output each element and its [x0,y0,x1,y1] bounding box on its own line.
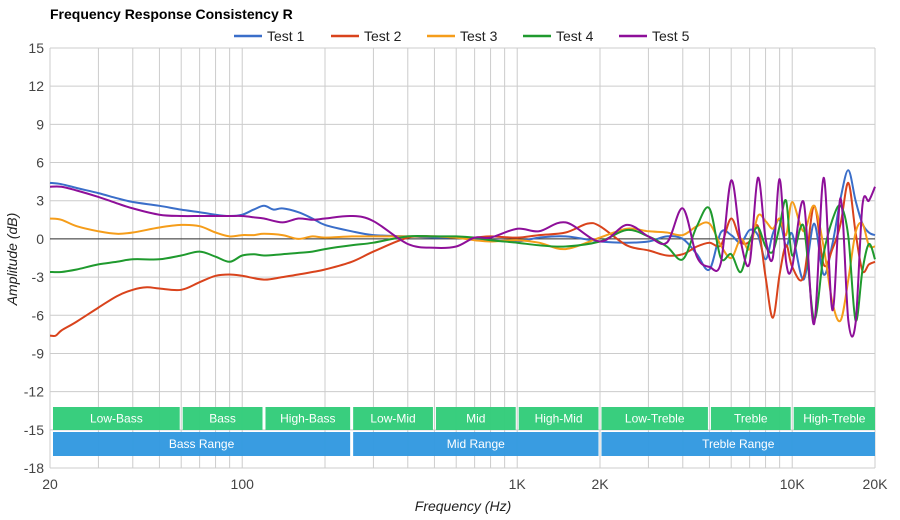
y-tick-label: 0 [36,231,44,247]
sub-band [435,407,516,430]
x-tick-label: 1K [509,476,527,492]
sub-band [793,407,875,430]
y-tick-label: -15 [24,422,44,438]
sub-band-label: High-Mid [535,412,583,426]
legend-label-test-5: Test 5 [652,28,690,44]
range-band [601,432,875,456]
y-tick-label: -9 [32,345,45,361]
range-band-label: Treble Range [702,437,775,451]
sub-band [53,407,180,430]
sub-band [518,407,599,430]
series-group [49,169,876,338]
sub-band [182,407,263,430]
frequency-bands: Low-Bass Bass High-Bass Low-Mid Mid High-Mid L… [53,407,875,456]
legend-label-test-1: Test 1 [267,28,305,44]
y-tick-label: 9 [36,116,44,132]
sub-band-label: Low-Mid [370,412,415,426]
y-tick-label: -3 [32,269,45,285]
sub-band [353,407,433,430]
sub-band [265,407,351,430]
y-tick-label: 3 [36,193,44,209]
sub-band-label: Mid [466,412,485,426]
y-axis-ticks: 15 12 9 6 3 0 -3 -6 -9 -12 -15 -18 [24,40,44,476]
series-line-test-2 [49,181,876,337]
series-line-test-3 [49,200,876,323]
legend-label-test-4: Test 4 [556,28,594,44]
range-band-label: Mid Range [447,437,505,451]
sub-band-label: Low-Treble [625,412,685,426]
y-tick-label: 15 [28,40,44,56]
sub-band [710,407,791,430]
range-band-label: Bass Range [169,437,235,451]
y-tick-label: -6 [32,307,45,323]
sub-band [601,407,708,430]
series-line-test-4 [49,199,876,322]
x-tick-label: 2K [591,476,609,492]
series-line-test-5 [49,176,876,338]
y-axis-label: Amplitude (dB) [4,213,20,307]
y-tick-label: -12 [24,384,44,400]
x-tick-label: 20 [42,476,58,492]
sub-band-label: Treble [734,412,768,426]
y-tick-label: 12 [28,78,44,94]
x-tick-label: 100 [231,476,255,492]
y-tick-label: -18 [24,460,44,476]
x-axis-ticks: 20 100 1K 2K 10K 20K [42,476,888,492]
legend: Test 1 Test 2 Test 3 Test 4 Test 5 [234,28,690,44]
legend-label-test-2: Test 2 [364,28,402,44]
x-axis-label: Frequency (Hz) [415,498,511,514]
range-band [53,432,351,456]
x-tick-label: 10K [780,476,806,492]
y-tick-label: 6 [36,155,44,171]
chart-title: Frequency Response Consistency R [50,6,293,22]
x-tick-label: 20K [863,476,889,492]
range-band [353,432,599,456]
sub-band-label: High-Bass [280,412,335,426]
sub-band-label: Low-Bass [90,412,143,426]
legend-label-test-3: Test 3 [460,28,498,44]
sub-band-label: Bass [209,412,236,426]
sub-band-label: High-Treble [803,412,866,426]
